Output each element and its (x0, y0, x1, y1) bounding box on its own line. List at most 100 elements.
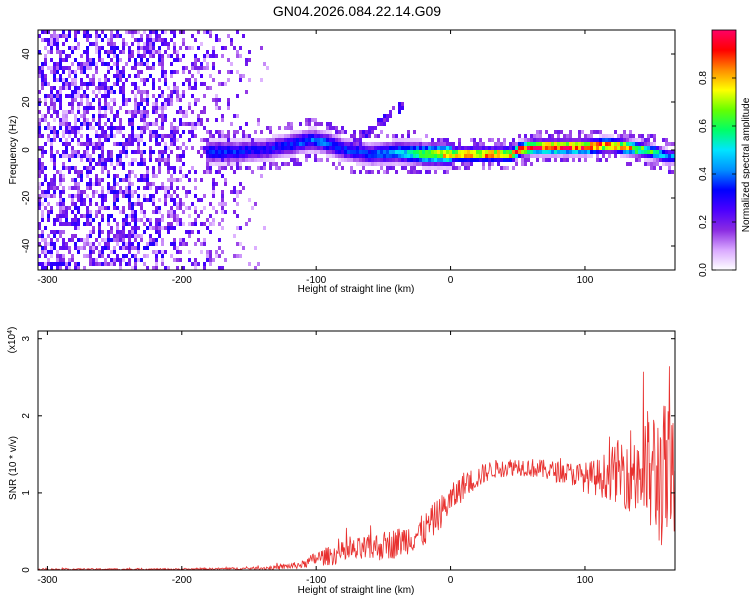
spectrogram-cell (74, 46, 77, 50)
spectrogram-cell (110, 250, 113, 254)
spectrogram-cell (368, 162, 371, 166)
spectrogram-cell (224, 154, 227, 158)
spectrogram-cell (326, 150, 329, 154)
snr-x-label: Height of straight line (km) (298, 585, 415, 596)
spectrogram-cell (50, 106, 53, 110)
spectrogram-cell (116, 126, 119, 130)
spectrogram-cell (428, 170, 431, 174)
spectrogram-cell (110, 230, 113, 234)
spectrogram-cell (98, 122, 101, 126)
spectrogram-cell (128, 134, 131, 138)
spectrogram-cell (44, 174, 47, 178)
spectrogram-cell (89, 170, 92, 174)
spectrogram-cell (47, 202, 50, 206)
spectrogram-cell (203, 150, 206, 154)
spectrogram-cell (305, 138, 308, 142)
spectrogram-cell (38, 242, 41, 246)
spectrogram-cell (440, 158, 443, 162)
spectrogram-cell (116, 54, 119, 58)
spectrogram-cell (509, 158, 512, 162)
spectrogram-cell (146, 226, 149, 230)
spectrogram-cell (251, 206, 254, 210)
spectrogram-cell (104, 78, 107, 82)
spectrogram-cell (194, 258, 197, 262)
spectrogram-cell (155, 134, 158, 138)
spectrogram-cell (188, 46, 191, 50)
spectrogram-cell (488, 158, 491, 162)
spectrogram-cell (284, 138, 287, 142)
spectrogram-cell (221, 134, 224, 138)
spectrogram-cell (206, 170, 209, 174)
spectrogram-cell (122, 178, 125, 182)
spectrogram-cell (86, 74, 89, 78)
spectrogram-cell (167, 146, 170, 150)
spectrogram-cell (371, 158, 374, 162)
spectrogram-cell (95, 190, 98, 194)
spectrogram-cell (65, 122, 68, 126)
spectrogram-cell (86, 214, 89, 218)
spectrogram-cell (647, 134, 650, 138)
spectrogram-cell (386, 154, 389, 158)
spectrogram-cell (137, 250, 140, 254)
spectrogram-cell (137, 162, 140, 166)
spectrogram-cell (341, 154, 344, 158)
spectrogram-cell (116, 258, 119, 262)
spectrogram-cell (278, 126, 281, 130)
spectrogram-cell (245, 62, 248, 66)
spectrogram-cell (74, 242, 77, 246)
spectrogram-cell (254, 246, 257, 250)
spectrogram-cell (134, 106, 137, 110)
spectrogram-cell (194, 38, 197, 42)
spectrogram-cell (548, 138, 551, 142)
spectrogram-cell (365, 154, 368, 158)
spectrogram-cell (128, 206, 131, 210)
spectrogram-cell (269, 158, 272, 162)
spectrogram-cell (194, 54, 197, 58)
spectrogram-cell (47, 106, 50, 110)
spectrogram-cell (578, 146, 581, 150)
spectrogram-cell (131, 182, 134, 186)
spectrogram-cell (56, 254, 59, 258)
spectrogram-cell (83, 34, 86, 38)
spectrogram-cell (326, 154, 329, 158)
spectrogram-cell (176, 90, 179, 94)
spectrogram-cell (143, 158, 146, 162)
spectrogram-cell (92, 74, 95, 78)
spectrogram-cell (80, 142, 83, 146)
spectrogram-cell (68, 266, 71, 270)
spectrogram-cell (278, 138, 281, 142)
spectrogram-cell (107, 66, 110, 70)
spectrogram-cell (140, 138, 143, 142)
spectrogram-cell (215, 130, 218, 134)
spectrogram-cell (176, 186, 179, 190)
spectrogram-cell (599, 134, 602, 138)
spectrogram-cell (59, 206, 62, 210)
spectrogram-cell (449, 166, 452, 170)
spectrogram-cell (62, 262, 65, 266)
spectrogram-cell (83, 90, 86, 94)
spectrogram-cell (83, 122, 86, 126)
spectrogram-cell (167, 226, 170, 230)
spectrogram-cell (662, 146, 665, 150)
spectrogram-cell (128, 122, 131, 126)
spectrogram-cell (134, 134, 137, 138)
spectrogram-cell (173, 90, 176, 94)
spectrogram-cell (98, 86, 101, 90)
spectrogram-cell (335, 166, 338, 170)
spectrogram-cell (581, 154, 584, 158)
spectrogram-cell (353, 142, 356, 146)
spectrogram-cell (209, 134, 212, 138)
spectrogram-cell (398, 138, 401, 142)
spectrogram-cell (80, 82, 83, 86)
spectrogram-cell (173, 58, 176, 62)
spectrogram-cell (47, 210, 50, 214)
spectrogram-cell (647, 142, 650, 146)
spectrogram-cell (233, 138, 236, 142)
spectrogram-cell (320, 138, 323, 142)
spectrogram-cell (413, 146, 416, 150)
spectrogram-cell (191, 134, 194, 138)
spectrogram-cell (218, 246, 221, 250)
spectrogram-cell (224, 202, 227, 206)
spectrogram-cell (365, 170, 368, 174)
spectrogram-cell (182, 94, 185, 98)
